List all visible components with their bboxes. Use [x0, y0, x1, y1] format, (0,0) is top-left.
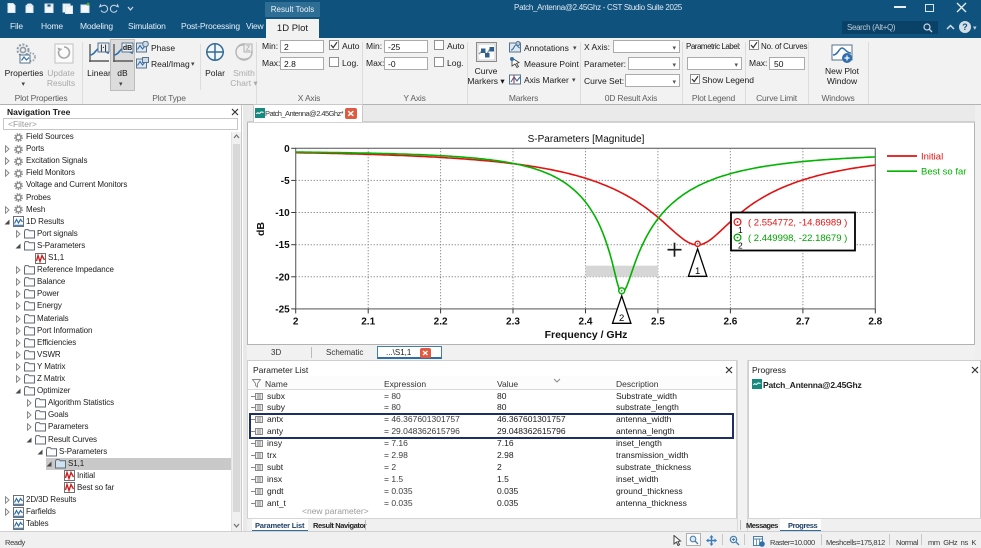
svg-text:1: 1	[695, 266, 700, 277]
svg-text:dB: dB	[123, 45, 132, 52]
svg-text:( 2.554772, -14.86989 ): ( 2.554772, -14.86989 )	[748, 218, 847, 229]
svg-text:2.8: 2.8	[868, 316, 882, 327]
svg-text:1: 1	[738, 225, 743, 235]
svg-text:2.6: 2.6	[723, 316, 737, 327]
svg-text:dB: dB	[255, 222, 267, 236]
svg-text:-25: -25	[275, 304, 290, 315]
svg-text:Frequency / GHz: Frequency / GHz	[545, 329, 628, 341]
svg-text:Best so far: Best so far	[921, 167, 966, 178]
svg-text:S-Parameters [Magnitude]: S-Parameters [Magnitude]	[528, 134, 645, 145]
svg-text:-10: -10	[275, 208, 290, 219]
svg-text:Z: Z	[246, 46, 251, 53]
svg-text:-5: -5	[281, 176, 290, 187]
svg-text:2.7: 2.7	[796, 316, 810, 327]
svg-text:-15: -15	[275, 240, 290, 251]
svg-text:2.4: 2.4	[579, 316, 593, 327]
svg-text:2: 2	[619, 313, 624, 324]
svg-text:2.2: 2.2	[434, 316, 448, 327]
svg-text:2: 2	[738, 241, 743, 251]
svg-text:0: 0	[284, 144, 290, 155]
svg-text:Initial: Initial	[921, 152, 943, 163]
svg-text:2.1: 2.1	[361, 316, 375, 327]
svg-text:2.3: 2.3	[506, 316, 520, 327]
svg-text:2.5: 2.5	[651, 316, 665, 327]
svg-text:2: 2	[293, 316, 299, 327]
svg-text:( 2.449998, -22.18679 ): ( 2.449998, -22.18679 )	[748, 233, 847, 244]
svg-text:-20: -20	[275, 272, 290, 283]
svg-text:|·|: |·|	[100, 45, 106, 52]
